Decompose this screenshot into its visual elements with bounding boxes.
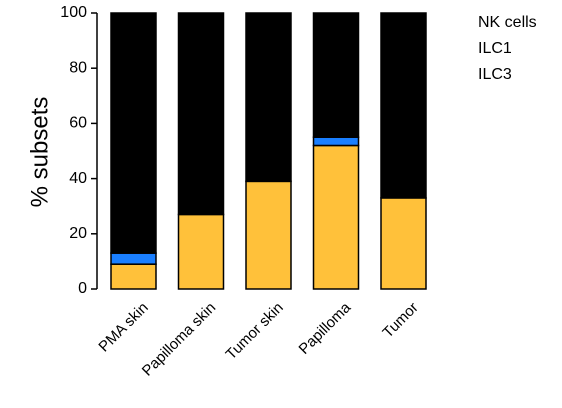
bar-segment-nk-cells <box>245 12 292 183</box>
y-tick-label: 20 <box>69 225 87 242</box>
bar-segment-ilc3 <box>380 197 427 290</box>
y-tick-label: 80 <box>69 59 87 76</box>
bar-segment-nk-cells <box>110 12 157 254</box>
y-tick-label: 60 <box>69 115 87 132</box>
legend-entry-ilc3: ILC3 <box>478 66 512 83</box>
bar-segment-nk-cells <box>380 12 427 199</box>
legend: NK cells ILC1 ILC3 <box>478 10 537 88</box>
y-axis: 0 20 40 60 80 100 <box>60 4 98 297</box>
bars-group <box>110 12 427 290</box>
bar-segment-ilc3 <box>245 180 292 290</box>
x-category-label: PMA skin <box>95 299 151 355</box>
y-tick-label: 40 <box>69 170 87 187</box>
y-tick-label: 0 <box>78 280 87 297</box>
x-category-label: Tumor skin <box>223 299 287 363</box>
bar-segment-ilc3 <box>110 263 157 290</box>
y-tick-label: 100 <box>60 4 87 21</box>
legend-entry-nk-cells: NK cells <box>478 14 537 31</box>
bar-segment-nk-cells <box>177 12 225 216</box>
bar-segment-ilc3 <box>177 213 225 290</box>
bar-segment-ilc1 <box>110 252 157 265</box>
bar-segment-nk-cells <box>312 12 360 138</box>
legend-entry-ilc1: ILC1 <box>478 40 512 57</box>
x-category-label: Tumor <box>379 299 421 341</box>
x-category-label: Papilloma <box>296 299 355 358</box>
y-axis-title: % subsets <box>26 97 53 208</box>
bar-segment-ilc3 <box>312 144 360 290</box>
bar-segment-ilc1 <box>312 136 360 147</box>
